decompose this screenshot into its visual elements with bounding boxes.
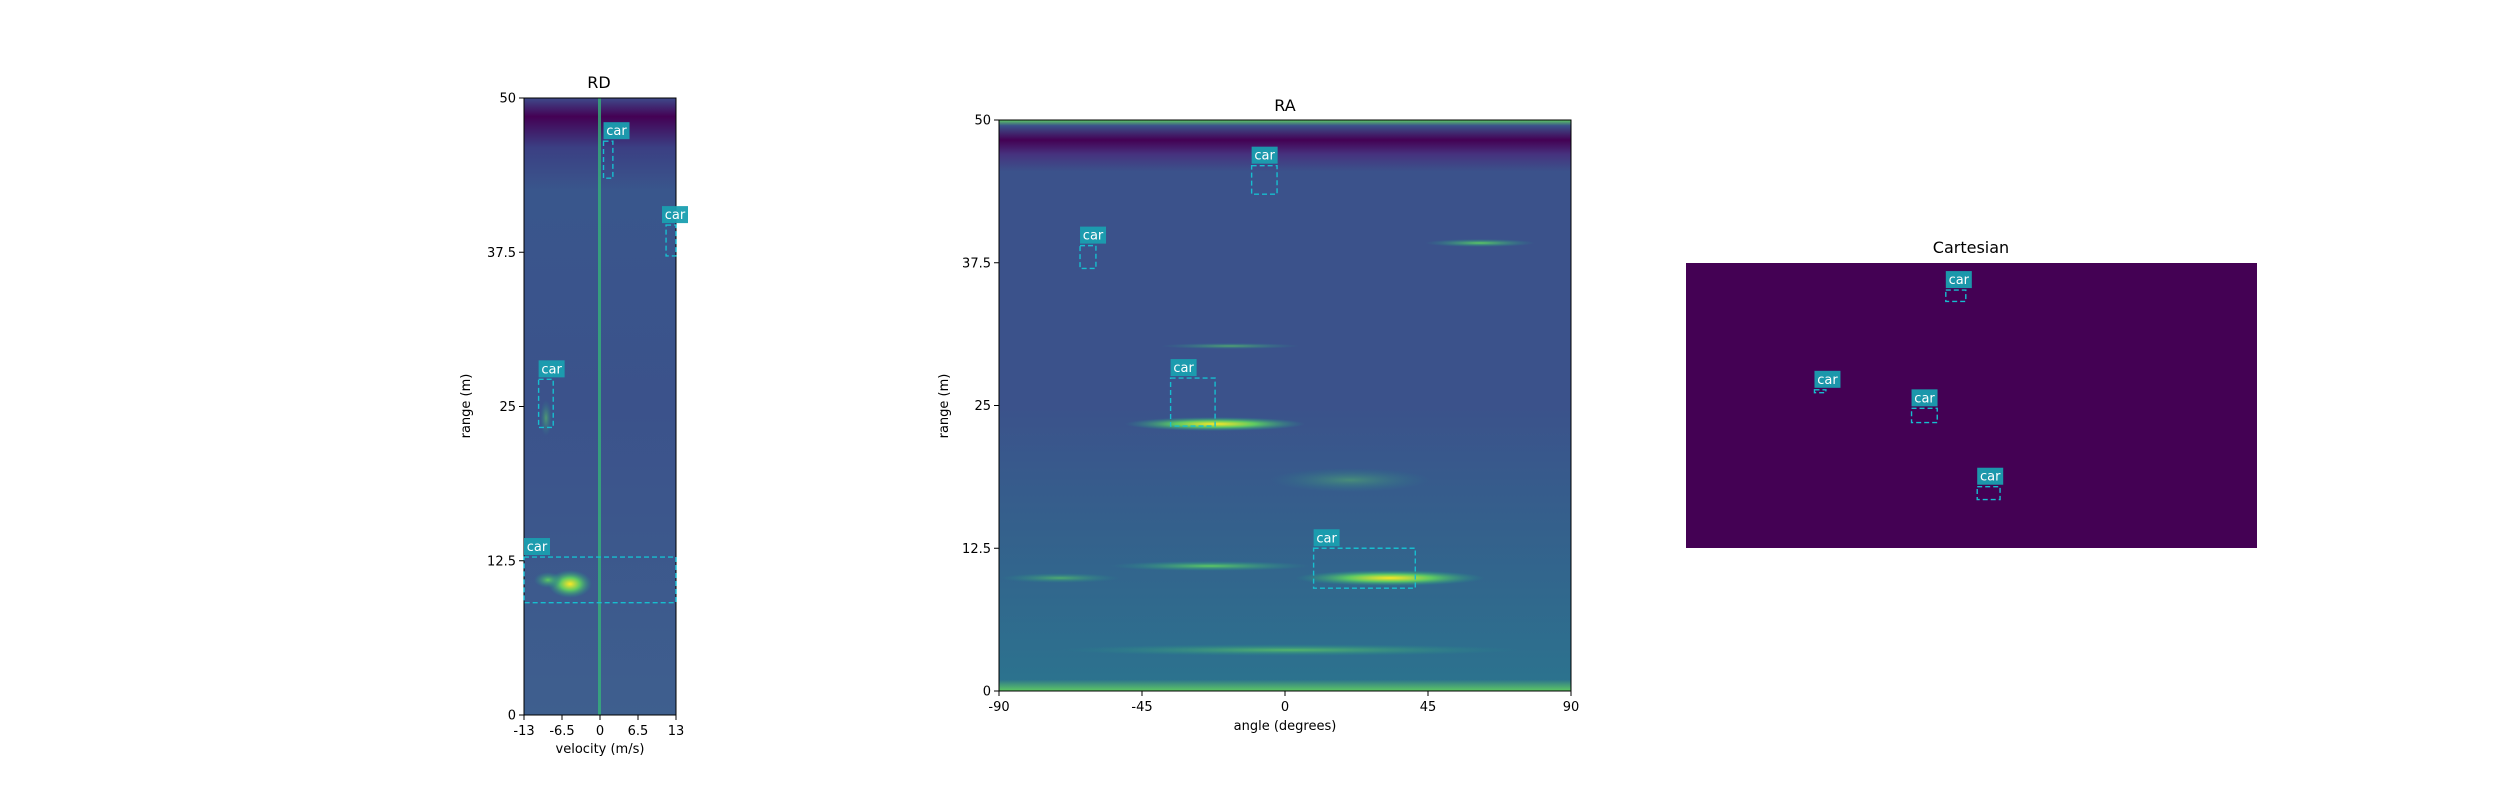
rd-x-axis-label: velocity (m/s) bbox=[556, 742, 645, 757]
cartesian-heatmap bbox=[1686, 263, 2257, 548]
detection-label-bg bbox=[1945, 271, 1972, 289]
detection-label: car bbox=[1316, 531, 1337, 546]
detection-box bbox=[1079, 244, 1097, 270]
cartesian-title: Cartesian bbox=[1933, 238, 2009, 257]
detection-car: car bbox=[1312, 529, 1416, 589]
detection-label-bg bbox=[524, 538, 550, 556]
ra-detections: car car car car bbox=[1079, 146, 1416, 589]
cartesian-panel: Cartesian car car car car bbox=[1686, 238, 2257, 548]
x-tick-label: -6.5 bbox=[549, 724, 574, 739]
detection-label: car bbox=[665, 208, 686, 223]
detection-label-bg bbox=[1080, 226, 1107, 244]
ra-x-ticks: -90 -45 0 45 90 bbox=[988, 691, 1579, 715]
detection-label-bg bbox=[603, 122, 630, 140]
x-tick-label: 0 bbox=[596, 724, 604, 739]
detection-box bbox=[523, 556, 677, 604]
detection-box bbox=[602, 140, 614, 179]
detection-car: car bbox=[1910, 389, 1938, 424]
detection-box bbox=[665, 224, 677, 257]
x-tick-label: 13 bbox=[668, 724, 685, 739]
detection-box bbox=[1250, 164, 1278, 195]
detection-car: car bbox=[662, 206, 688, 257]
x-tick-label: 0 bbox=[1281, 700, 1289, 715]
detection-label: car bbox=[1949, 273, 1970, 288]
ra-heatmap bbox=[999, 120, 1571, 691]
detection-box bbox=[1976, 486, 2001, 501]
detection-label-bg bbox=[1170, 359, 1197, 377]
ra-y-axis-label: range (m) bbox=[937, 374, 952, 439]
detection-car: car bbox=[602, 122, 630, 179]
detection-label-bg bbox=[538, 360, 565, 378]
rd-zero-velocity-line bbox=[598, 98, 601, 715]
detection-label: car bbox=[1980, 470, 2001, 485]
ra-hotspot bbox=[1425, 239, 1535, 247]
detection-car: car bbox=[1250, 146, 1278, 195]
detection-car: car bbox=[1169, 359, 1216, 427]
x-tick-label: -45 bbox=[1131, 700, 1152, 715]
ra-hotspot bbox=[1160, 343, 1300, 349]
detection-car: car bbox=[523, 538, 677, 604]
detection-box bbox=[1312, 547, 1416, 589]
ra-hotspot bbox=[1270, 468, 1430, 492]
detection-car: car bbox=[537, 360, 565, 429]
ra-hotspot bbox=[1060, 644, 1520, 656]
detection-car: car bbox=[1976, 467, 2004, 501]
detection-label-bg bbox=[1977, 467, 2004, 485]
y-tick-label: 50 bbox=[499, 92, 516, 107]
y-tick-label: 37.5 bbox=[487, 246, 516, 261]
cartesian-detections: car car car car bbox=[1813, 271, 2004, 501]
y-tick-label: 0 bbox=[508, 709, 516, 724]
detection-box bbox=[1910, 407, 1938, 424]
rd-detections: car car car car bbox=[523, 122, 688, 604]
y-tick-label: 50 bbox=[974, 114, 991, 129]
ra-title: RA bbox=[1274, 96, 1295, 115]
y-tick-label: 25 bbox=[974, 399, 991, 414]
detection-label-bg bbox=[1814, 370, 1841, 388]
detection-box bbox=[1813, 389, 1827, 394]
x-tick-label: 45 bbox=[1420, 700, 1437, 715]
detection-label: car bbox=[1817, 373, 1838, 388]
y-tick-label: 37.5 bbox=[962, 256, 991, 271]
y-tick-label: 25 bbox=[499, 400, 516, 415]
detection-car: car bbox=[1945, 271, 1972, 303]
detection-label: car bbox=[527, 540, 548, 555]
detection-label: car bbox=[606, 124, 627, 139]
rd-heatmap bbox=[524, 98, 676, 715]
detection-label: car bbox=[1914, 391, 1935, 406]
detection-label-bg bbox=[1251, 146, 1278, 164]
detection-label: car bbox=[541, 362, 562, 377]
detection-car: car bbox=[1813, 370, 1841, 394]
detection-label: car bbox=[1173, 361, 1194, 376]
rd-hotspot bbox=[534, 572, 562, 588]
ra-x-axis-label: angle (degrees) bbox=[1234, 719, 1337, 734]
x-tick-label: 6.5 bbox=[628, 724, 649, 739]
y-tick-label: 0 bbox=[983, 685, 991, 700]
y-tick-label: 12.5 bbox=[962, 542, 991, 557]
detection-box bbox=[1945, 289, 1967, 303]
detection-label: car bbox=[1254, 149, 1275, 164]
detection-car: car bbox=[1079, 226, 1107, 270]
ra-hotspot bbox=[1000, 573, 1120, 583]
ra-hotspot bbox=[1110, 561, 1310, 571]
ra-y-ticks: 0 12.5 25 37.5 50 bbox=[962, 114, 999, 700]
rd-title: RD bbox=[587, 73, 610, 92]
detection-label-bg bbox=[1911, 389, 1938, 407]
x-tick-label: -90 bbox=[988, 700, 1009, 715]
y-tick-label: 12.5 bbox=[487, 554, 516, 569]
rd-y-ticks: 0 12.5 25 37.5 50 bbox=[487, 92, 524, 724]
rd-hotspot bbox=[540, 400, 552, 436]
ra-hotspot bbox=[1295, 570, 1485, 586]
detection-label-bg bbox=[1313, 529, 1340, 547]
rd-y-axis-label: range (m) bbox=[459, 374, 474, 439]
x-tick-label: -13 bbox=[513, 724, 534, 739]
x-tick-label: 90 bbox=[1563, 700, 1580, 715]
rd-x-ticks: -13 -6.5 0 6.5 13 bbox=[513, 715, 684, 739]
detection-label: car bbox=[1083, 229, 1104, 244]
detection-box bbox=[1169, 377, 1216, 427]
ra-heatmap-background bbox=[999, 120, 1571, 691]
detection-label-bg bbox=[662, 206, 688, 224]
